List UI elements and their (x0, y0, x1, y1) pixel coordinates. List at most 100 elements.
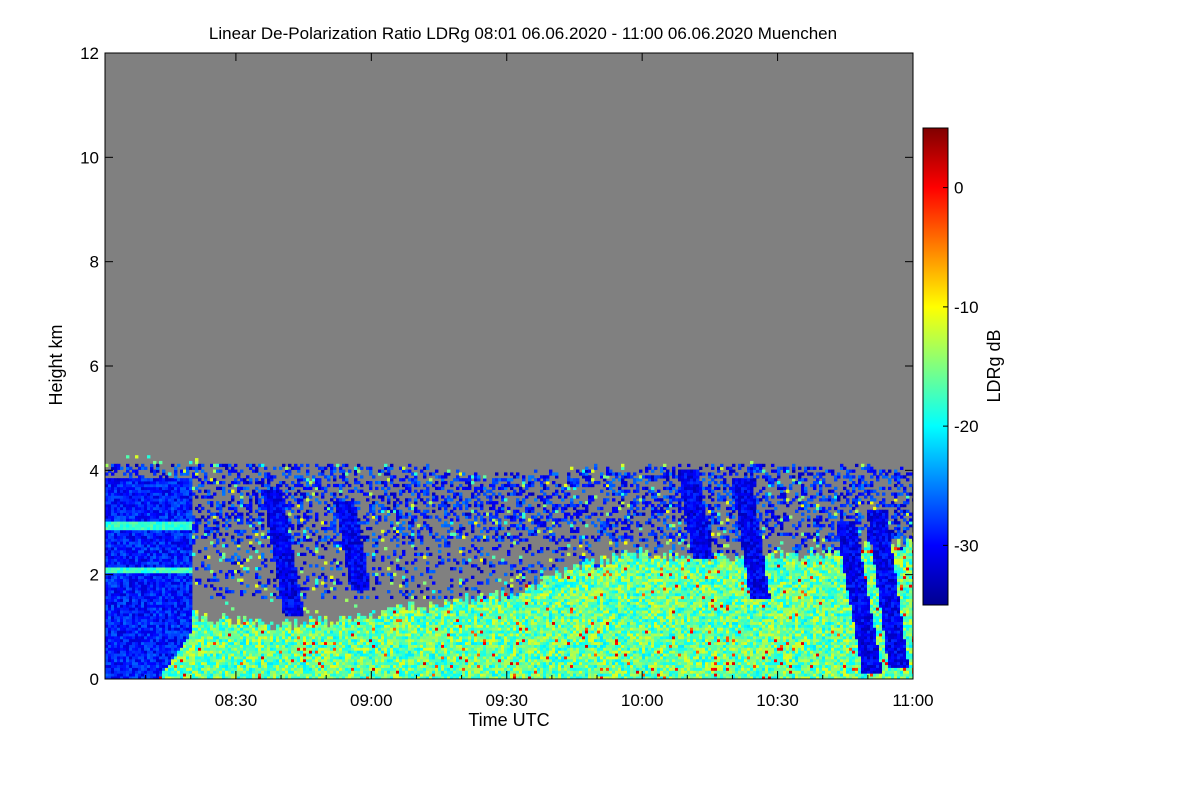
heat-cell (381, 610, 385, 614)
heat-cell (282, 595, 286, 600)
heat-cell (345, 552, 349, 557)
heat-cell (177, 633, 181, 637)
heat-cell (234, 627, 238, 631)
heat-cell (195, 526, 199, 531)
heat-cell (390, 658, 394, 663)
heat-cell (180, 478, 184, 482)
heat-cell (174, 483, 178, 488)
heat-cell (237, 515, 241, 519)
heat-cell (129, 635, 133, 640)
heat-cell (129, 601, 133, 605)
heat-cell (141, 569, 145, 574)
heat-cell (396, 521, 400, 525)
heat-cell (384, 472, 388, 476)
heat-cell (396, 564, 400, 568)
heat-cell (339, 509, 343, 513)
heat-cell (132, 627, 136, 631)
heat-cell (132, 495, 136, 499)
heat-cell (117, 495, 121, 499)
heat-cell (162, 486, 166, 491)
heat-cell (306, 644, 310, 648)
heat-cell (285, 561, 289, 565)
heat-cell (249, 618, 253, 623)
heat-cell (252, 638, 256, 643)
heat-cell (177, 653, 181, 657)
heat-cell (216, 633, 220, 637)
heat-cell (252, 667, 256, 671)
heat-cell (366, 644, 370, 648)
heat-cell (156, 618, 160, 623)
heat-cell (111, 481, 115, 485)
heat-cell (282, 667, 286, 671)
heat-cell (294, 656, 298, 660)
heat-cell (111, 515, 115, 519)
heat-cell (261, 635, 265, 640)
heat-cell (153, 581, 157, 585)
heat-cell (135, 644, 139, 648)
heat-cell (243, 481, 247, 485)
heat-cell (114, 512, 118, 516)
heat-cell (111, 526, 115, 531)
heat-cell (135, 558, 139, 562)
heat-cell (351, 567, 355, 571)
heat-cell (357, 547, 361, 551)
heat-cell (345, 547, 349, 551)
heat-cell (222, 544, 226, 548)
heat-cell (318, 635, 322, 640)
heat-cell (285, 541, 289, 545)
heat-cell (144, 549, 148, 554)
heat-cell (279, 635, 283, 640)
heat-cell (384, 492, 388, 496)
heat-cell (150, 598, 154, 602)
heat-cell (153, 667, 157, 671)
heat-cell (213, 624, 217, 628)
heat-cell (111, 624, 115, 628)
heat-cell (381, 670, 385, 674)
heat-cell (261, 478, 265, 482)
heat-cell (159, 460, 163, 465)
heat-cell (267, 667, 271, 671)
heat-cell (309, 635, 313, 640)
heat-cell (303, 638, 307, 643)
heat-cell (180, 521, 184, 525)
heat-cell (222, 644, 226, 648)
heat-cell (168, 547, 172, 551)
heat-cell (345, 673, 349, 677)
heat-cell (348, 567, 352, 571)
heat-cell (330, 526, 334, 531)
heat-cell (312, 572, 316, 577)
heat-cell (114, 601, 118, 605)
heat-cell (363, 647, 367, 651)
heat-cell (105, 463, 109, 468)
heat-cell (354, 486, 358, 491)
heat-cell (105, 564, 109, 568)
heat-cell (291, 587, 295, 591)
heat-cell (105, 647, 109, 651)
heat-cell (189, 567, 193, 571)
heat-cell (216, 578, 220, 582)
heat-cell (276, 670, 280, 674)
heat-cell (219, 673, 223, 677)
heat-cell (345, 538, 349, 542)
heat-cell (300, 544, 304, 548)
heat-cell (255, 529, 259, 534)
heat-cell (144, 661, 148, 666)
heat-cell (390, 561, 394, 565)
heat-cell (234, 624, 238, 628)
heat-cell (216, 512, 220, 516)
heat-cell (141, 492, 145, 496)
heat-cell (315, 547, 319, 551)
heat-cell (234, 469, 238, 473)
heat-cell (384, 650, 388, 654)
heat-cell (159, 509, 163, 513)
heat-cell (279, 578, 283, 582)
heat-cell (387, 658, 391, 663)
heat-cell (111, 466, 115, 470)
heat-cell (210, 578, 214, 582)
heat-cell (300, 673, 304, 677)
heat-cell (237, 486, 241, 491)
heat-cell (144, 572, 148, 577)
heat-cell (255, 495, 259, 499)
heat-cell (225, 638, 229, 643)
heat-cell (273, 506, 277, 511)
